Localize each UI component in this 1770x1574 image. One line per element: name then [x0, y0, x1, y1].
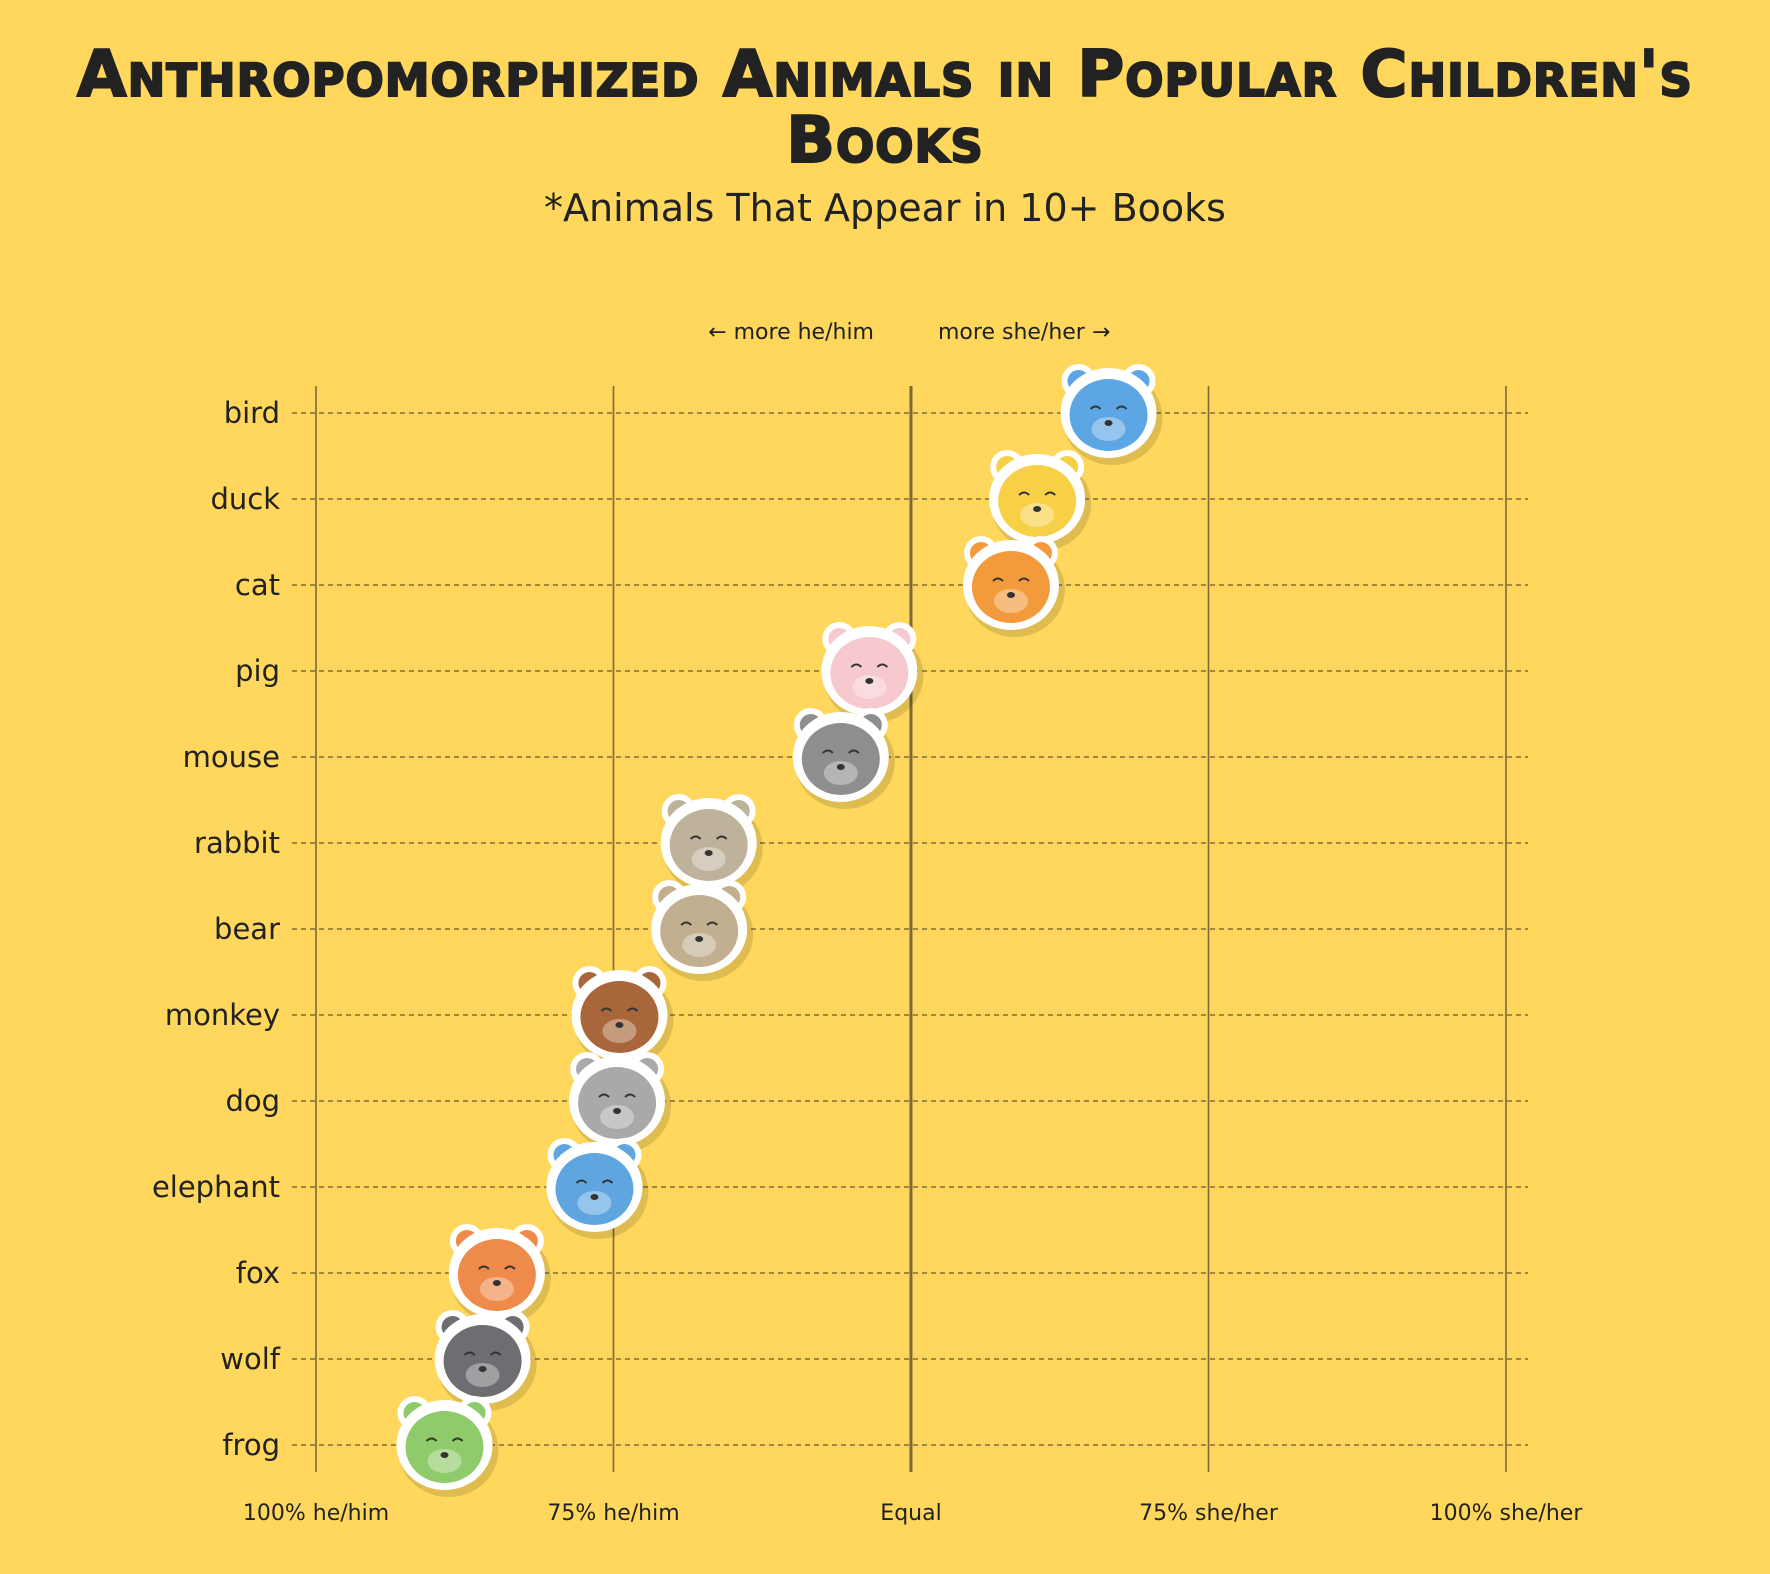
row-label: cat [235, 568, 280, 602]
pig-icon [821, 622, 924, 723]
x-tick-label: 100% he/him [243, 1501, 389, 1526]
row-label: fox [236, 1256, 280, 1290]
direction-label-he: ← more he/him [708, 320, 874, 345]
animal-face [669, 809, 748, 881]
bear-icon [651, 880, 754, 981]
x-tick-label: 100% she/her [1430, 1501, 1584, 1526]
monkey-icon [571, 966, 674, 1067]
x-tick-label: Equal [880, 1501, 941, 1526]
animal-face [578, 1067, 657, 1139]
bird-icon [1060, 364, 1163, 465]
row-label: duck [210, 482, 280, 516]
animal-face [998, 465, 1077, 537]
row-label: bear [214, 912, 280, 946]
duck-icon [989, 450, 1092, 551]
row-label: bird [224, 396, 280, 430]
x-tick-label: 75% he/him [547, 1501, 679, 1526]
animal-face [971, 551, 1050, 623]
wolf-icon [434, 1310, 537, 1411]
row-label: wolf [220, 1342, 281, 1376]
frog-icon [396, 1396, 499, 1497]
row-label: dog [225, 1084, 280, 1118]
chart-title: Anthropomorphized Animals in Popular Chi… [76, 38, 1693, 178]
row-label: rabbit [194, 826, 280, 860]
rabbit-icon [660, 794, 763, 895]
direction-label-she: more she/her → [938, 320, 1110, 345]
dog-icon [569, 1052, 672, 1153]
row-label: pig [235, 654, 280, 688]
animal-face [830, 637, 909, 709]
animal-face [801, 723, 880, 795]
animal-face [405, 1411, 484, 1483]
chart-subtitle: *Animals That Appear in 10+ Books [544, 186, 1226, 230]
fox-icon [448, 1224, 551, 1325]
row-label: frog [222, 1428, 280, 1462]
x-tick-label: 75% she/her [1139, 1501, 1279, 1526]
animal-face [660, 895, 739, 967]
animal-face [580, 981, 659, 1053]
elephant-icon [546, 1138, 649, 1239]
row-label: elephant [152, 1170, 280, 1204]
animal-face [457, 1239, 536, 1311]
animal-face [1069, 379, 1148, 451]
animal-face [443, 1325, 522, 1397]
animal-face [555, 1153, 634, 1225]
row-label: mouse [183, 740, 280, 774]
mouse-icon [792, 708, 895, 809]
cat-icon [962, 536, 1065, 637]
row-label: monkey [165, 998, 280, 1032]
